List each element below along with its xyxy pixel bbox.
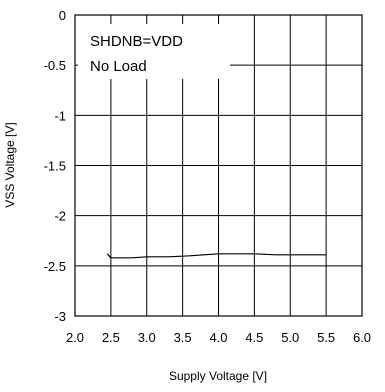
y-tick-label: -3: [54, 309, 66, 324]
x-tick-label: 3.0: [138, 330, 156, 345]
annotation-background: [78, 24, 230, 79]
annotation-group: SHDNB=VDD No Load: [78, 24, 230, 79]
y-tick-label: -1: [54, 108, 66, 123]
x-tick-label: 2.0: [66, 330, 84, 345]
annotation-line-2: No Load: [90, 58, 147, 75]
x-tick-label: 2.5: [102, 330, 120, 345]
y-tick-label: -1.5: [44, 159, 66, 174]
annotation-line-1: SHDNB=VDD: [90, 33, 183, 50]
y-tick-label: -2.5: [44, 259, 66, 274]
tick-labels: 2.0 2.5 3.0 3.5 4.0 4.5 5.0 5.5 6.0 0 -0.5 -1 -1.5 -2…: [44, 8, 371, 345]
plot-frame: [74, 14, 363, 317]
x-tick-label: 4.0: [209, 330, 227, 345]
x-tick-label: 6.0: [353, 330, 371, 345]
x-tick-label: 5.0: [281, 330, 299, 345]
x-axis-title: Supply Voltage [V]: [169, 369, 267, 383]
x-tick-label: 4.5: [245, 330, 263, 345]
y-tick-label: 0: [59, 8, 66, 23]
y-tick-label: -2: [54, 209, 66, 224]
series-group: [106, 253, 327, 259]
series-line: [106, 253, 327, 259]
x-tick-label: 5.5: [317, 330, 335, 345]
x-tick-label: 3.5: [174, 330, 192, 345]
y-tick-label: -0.5: [44, 58, 66, 73]
y-axis-title: VSS Voltage [V]: [3, 122, 17, 207]
